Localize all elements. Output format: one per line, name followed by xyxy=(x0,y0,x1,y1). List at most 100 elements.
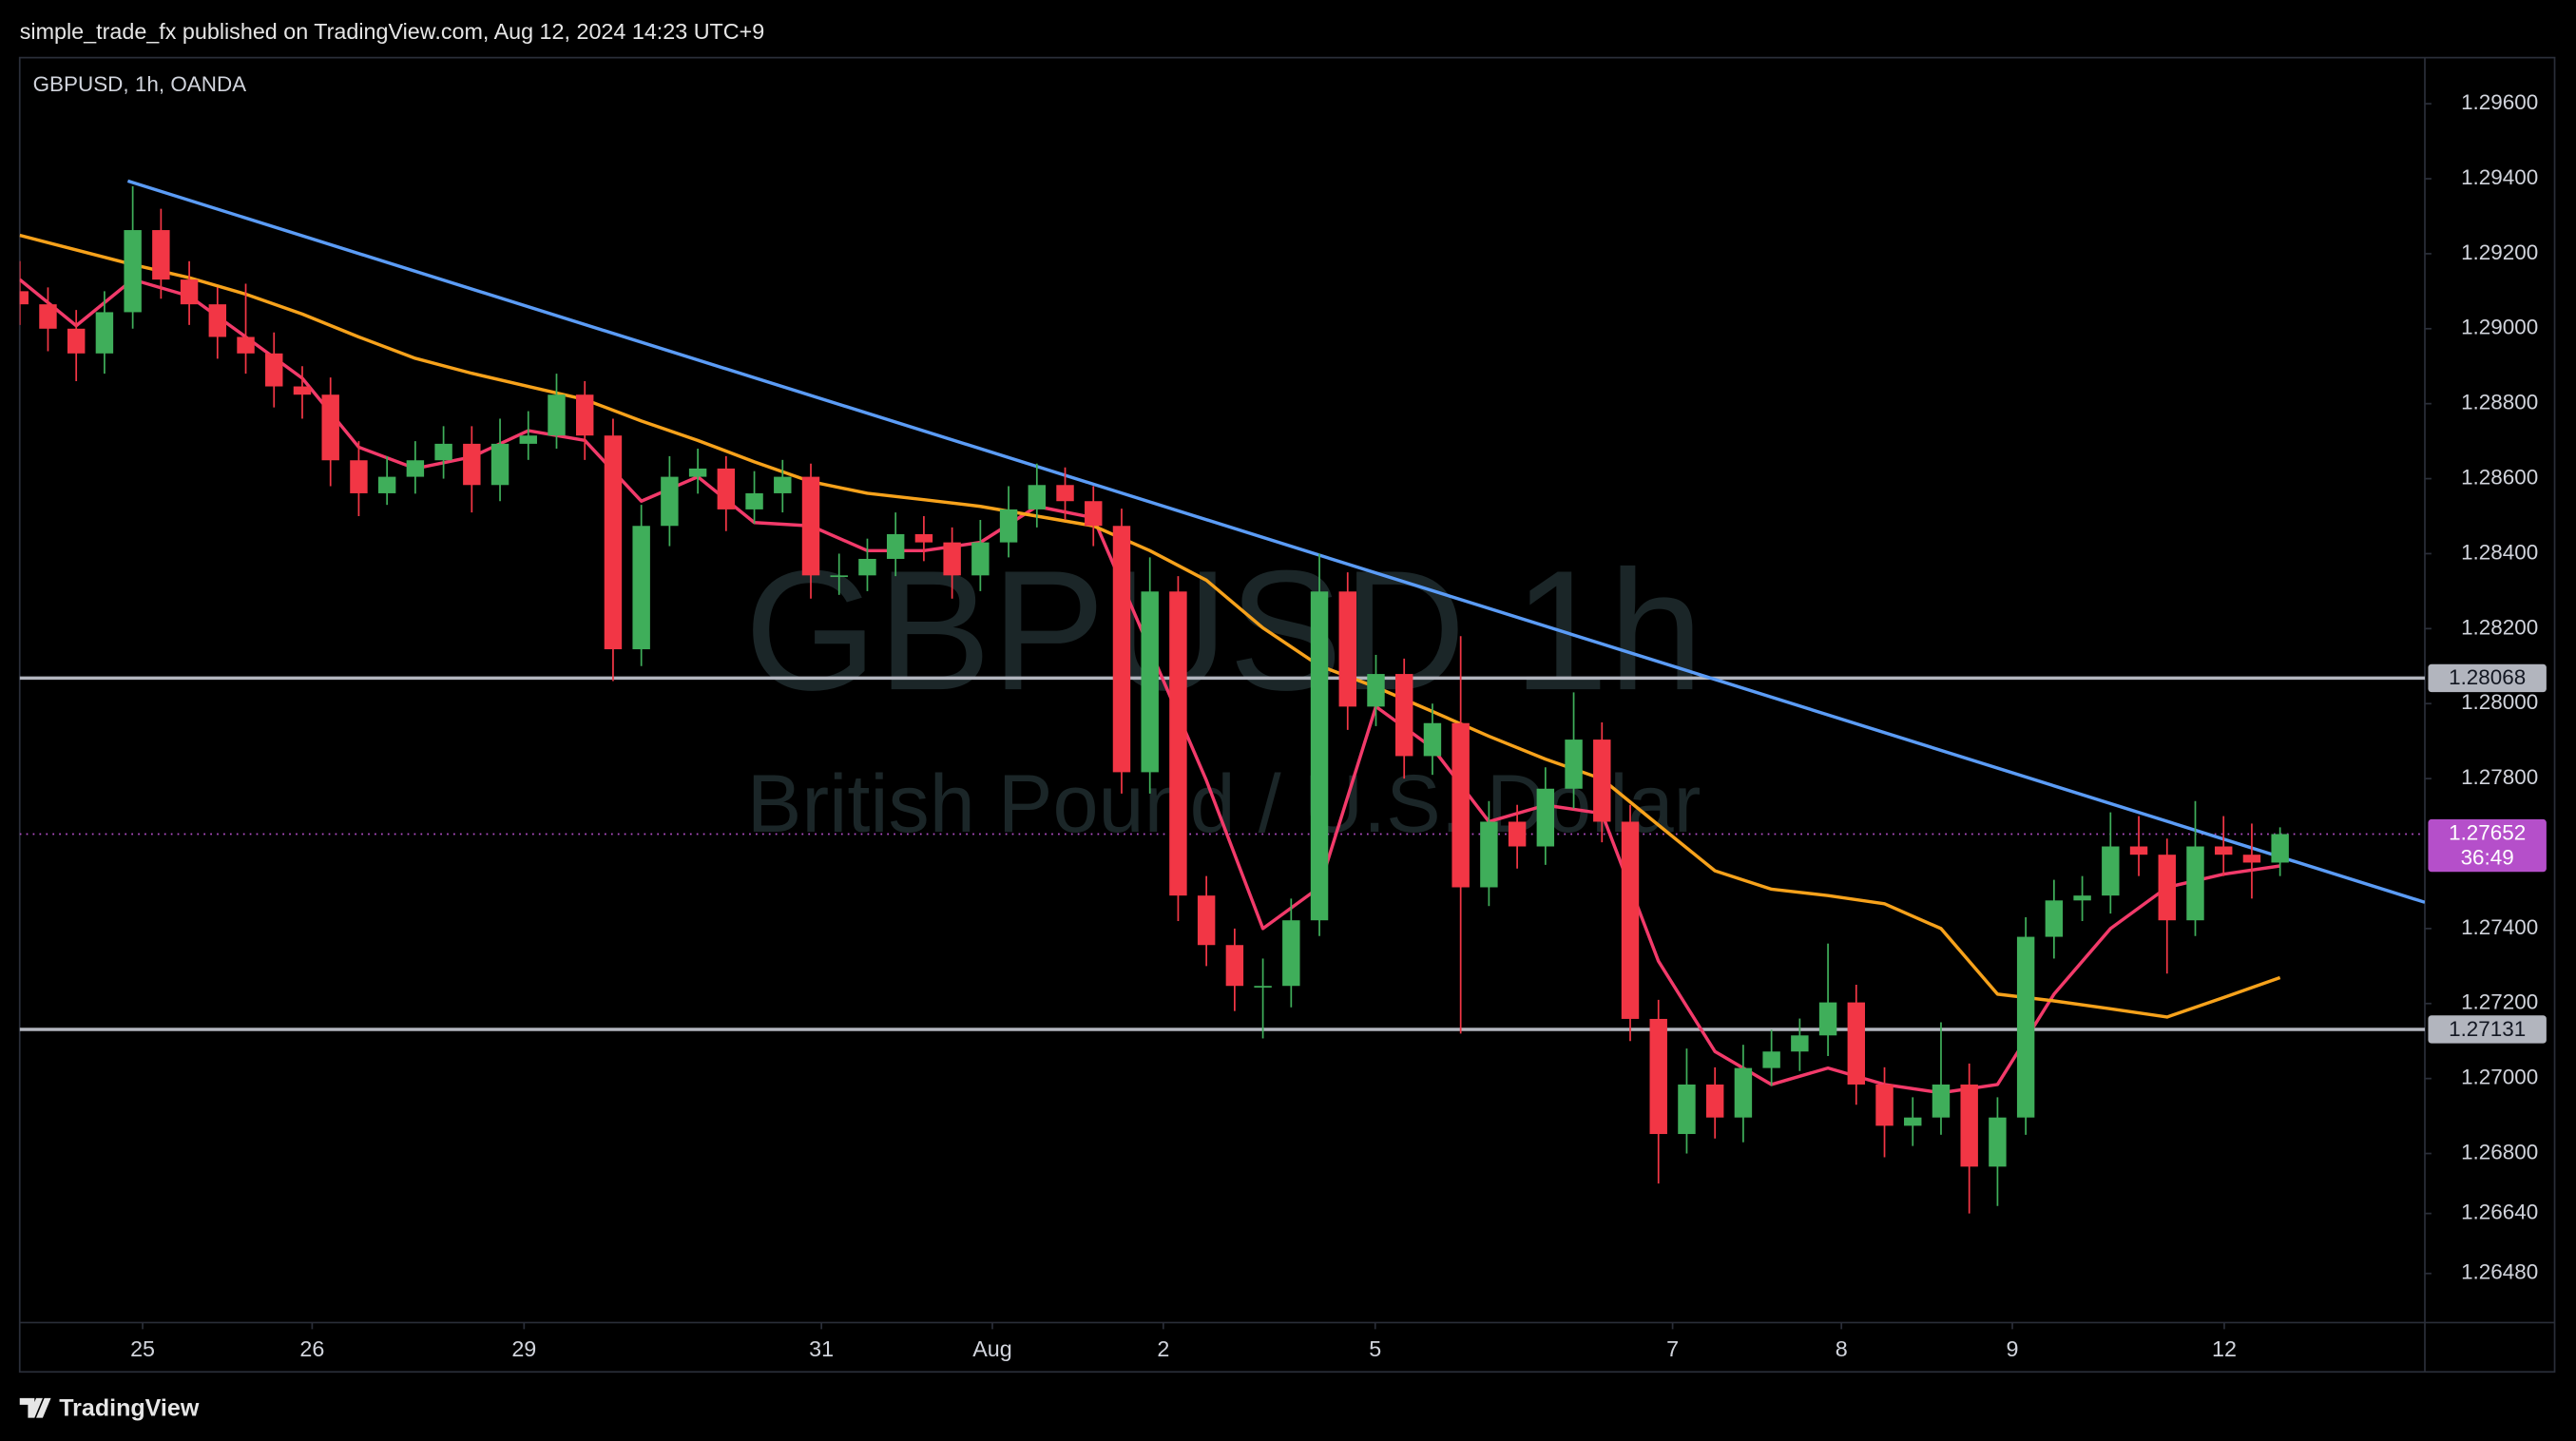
logo-text: TradingView xyxy=(59,1395,200,1422)
candle-body xyxy=(1734,1067,1753,1118)
x-tick-label: 25 xyxy=(130,1336,155,1361)
candle-body xyxy=(1678,1084,1696,1135)
x-tick-label: 12 xyxy=(2212,1336,2237,1361)
candle-body xyxy=(717,468,736,509)
candle-body xyxy=(1649,1018,1667,1135)
candle-body xyxy=(2158,855,2176,921)
y-tick-label: 1.28800 xyxy=(2461,391,2538,414)
candle-body xyxy=(2186,846,2204,921)
trendline xyxy=(126,179,2425,904)
candle-body xyxy=(180,279,199,305)
x-tick-label: 2 xyxy=(1157,1336,1169,1361)
candle-body xyxy=(293,386,312,395)
x-tick-label: 31 xyxy=(809,1336,834,1361)
candle-body xyxy=(999,509,1018,543)
candle-body xyxy=(321,394,339,461)
chart-frame xyxy=(18,56,2556,1374)
candle-body xyxy=(1254,986,1272,988)
candle-body xyxy=(2102,846,2120,896)
candle-body xyxy=(1508,821,1527,847)
candle-body xyxy=(2045,900,2064,937)
x-tick-label: 29 xyxy=(511,1336,536,1361)
y-tick-label: 1.28400 xyxy=(2461,540,2538,564)
candle-body xyxy=(1960,1084,1978,1167)
candle-body xyxy=(2016,936,2035,1118)
candle-body xyxy=(67,328,86,354)
last-price-box xyxy=(2428,818,2547,873)
candle-body xyxy=(774,476,792,493)
candle-body xyxy=(39,304,57,329)
level-price-box xyxy=(2428,1015,2547,1044)
candle-body xyxy=(1197,895,1216,946)
y-tick-label: 1.27200 xyxy=(2461,990,2538,1014)
candle-body xyxy=(1395,674,1413,757)
candle-body xyxy=(1367,674,1385,707)
candle-body xyxy=(1536,788,1555,847)
x-tick-label: Aug xyxy=(972,1336,1012,1361)
y-tick-label: 1.26640 xyxy=(2461,1201,2538,1224)
y-tick-label: 1.28600 xyxy=(2461,466,2538,490)
y-tick-label: 1.29000 xyxy=(2461,316,2538,339)
candle-body xyxy=(2271,834,2289,863)
watermark-description: British Pound / U.S. Dollar xyxy=(747,759,1701,850)
candle-body xyxy=(1480,821,1498,888)
y-tick-label: 1.27000 xyxy=(2461,1066,2538,1089)
candle-body xyxy=(661,476,679,527)
y-tick-label: 1.28000 xyxy=(2461,690,2538,714)
candle-body xyxy=(1705,1084,1724,1118)
candle-body xyxy=(237,336,255,354)
candle-body xyxy=(265,353,283,387)
candle-body xyxy=(1762,1051,1780,1068)
candle-body xyxy=(1904,1117,1922,1126)
candle-body xyxy=(208,304,227,337)
candle-body xyxy=(801,476,820,576)
x-tick-label: 7 xyxy=(1666,1336,1679,1361)
candle-body xyxy=(350,460,368,493)
candle-body xyxy=(1338,591,1356,707)
candle-body xyxy=(1423,722,1442,757)
candle-body xyxy=(548,394,566,436)
plot xyxy=(19,179,2425,1214)
candle-body xyxy=(1056,485,1074,502)
candle-body xyxy=(124,230,142,313)
x-tick-label: 26 xyxy=(299,1336,324,1361)
candle-body xyxy=(858,558,876,576)
y-tick-label: 1.27800 xyxy=(2461,765,2538,789)
candle-body xyxy=(463,443,481,486)
candle-body xyxy=(971,542,990,576)
candle-body xyxy=(434,443,452,461)
candle-body xyxy=(1141,591,1159,773)
candle-body xyxy=(1225,945,1244,987)
y-tick-label: 1.29400 xyxy=(2461,165,2538,189)
y-tick-label: 1.26480 xyxy=(2461,1260,2538,1284)
bar-countdown: 36:49 xyxy=(2461,845,2514,869)
candle-body xyxy=(604,435,623,650)
candle-body xyxy=(1028,485,1047,509)
logo-icon xyxy=(19,1397,51,1418)
candle-body xyxy=(1565,740,1583,789)
candle-body xyxy=(2073,895,2091,901)
candle-body xyxy=(1989,1117,2007,1167)
candle-body xyxy=(1085,501,1103,527)
candle-body xyxy=(519,435,537,444)
y-tick-label: 1.29200 xyxy=(2461,240,2538,264)
candle-body xyxy=(1791,1035,1809,1052)
watermark: GBPUSD 1h British Pound / U.S. Dollar xyxy=(744,535,1703,850)
candle-body xyxy=(490,443,509,486)
moving-average xyxy=(19,233,2281,1019)
y-tick-label: 1.28200 xyxy=(2461,615,2538,639)
footer-logo: TradingView xyxy=(19,1395,200,1422)
level-price-box xyxy=(2428,663,2547,693)
candle-body xyxy=(1818,1002,1837,1036)
candle-body xyxy=(1282,920,1300,987)
candle-body xyxy=(886,533,905,559)
candle-body xyxy=(1875,1084,1894,1126)
x-tick-label: 9 xyxy=(2007,1336,2019,1361)
level-price-label: 1.28068 xyxy=(2449,665,2526,689)
candle-body xyxy=(1847,1002,1866,1085)
candle-body xyxy=(2129,846,2148,855)
candle-body xyxy=(1932,1084,1951,1118)
candle-body xyxy=(688,468,707,477)
